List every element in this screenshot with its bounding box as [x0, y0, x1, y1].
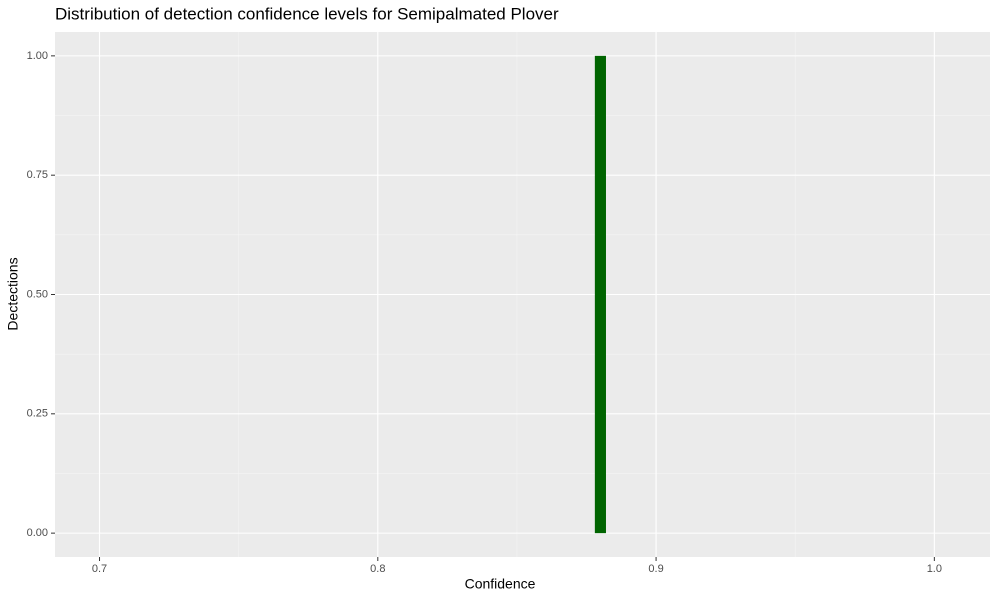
bar — [594, 55, 606, 534]
y-tick-label: 0.25 — [27, 408, 48, 420]
x-tick-label: 0.7 — [92, 563, 107, 575]
x-tick-label: 0.8 — [370, 563, 385, 575]
y-tick-label: 0.50 — [27, 288, 48, 300]
y-tick-label: 0.75 — [27, 169, 48, 181]
x-axis-label: Confidence — [465, 576, 536, 592]
y-tick-label: 0.00 — [27, 527, 48, 539]
x-tick-label: 1.0 — [927, 563, 942, 575]
y-tick-label: 1.00 — [27, 50, 48, 62]
y-axis-label: Dectections — [5, 257, 21, 330]
chart-title: Distribution of detection confidence lev… — [55, 4, 559, 23]
x-tick-label: 0.9 — [648, 563, 663, 575]
